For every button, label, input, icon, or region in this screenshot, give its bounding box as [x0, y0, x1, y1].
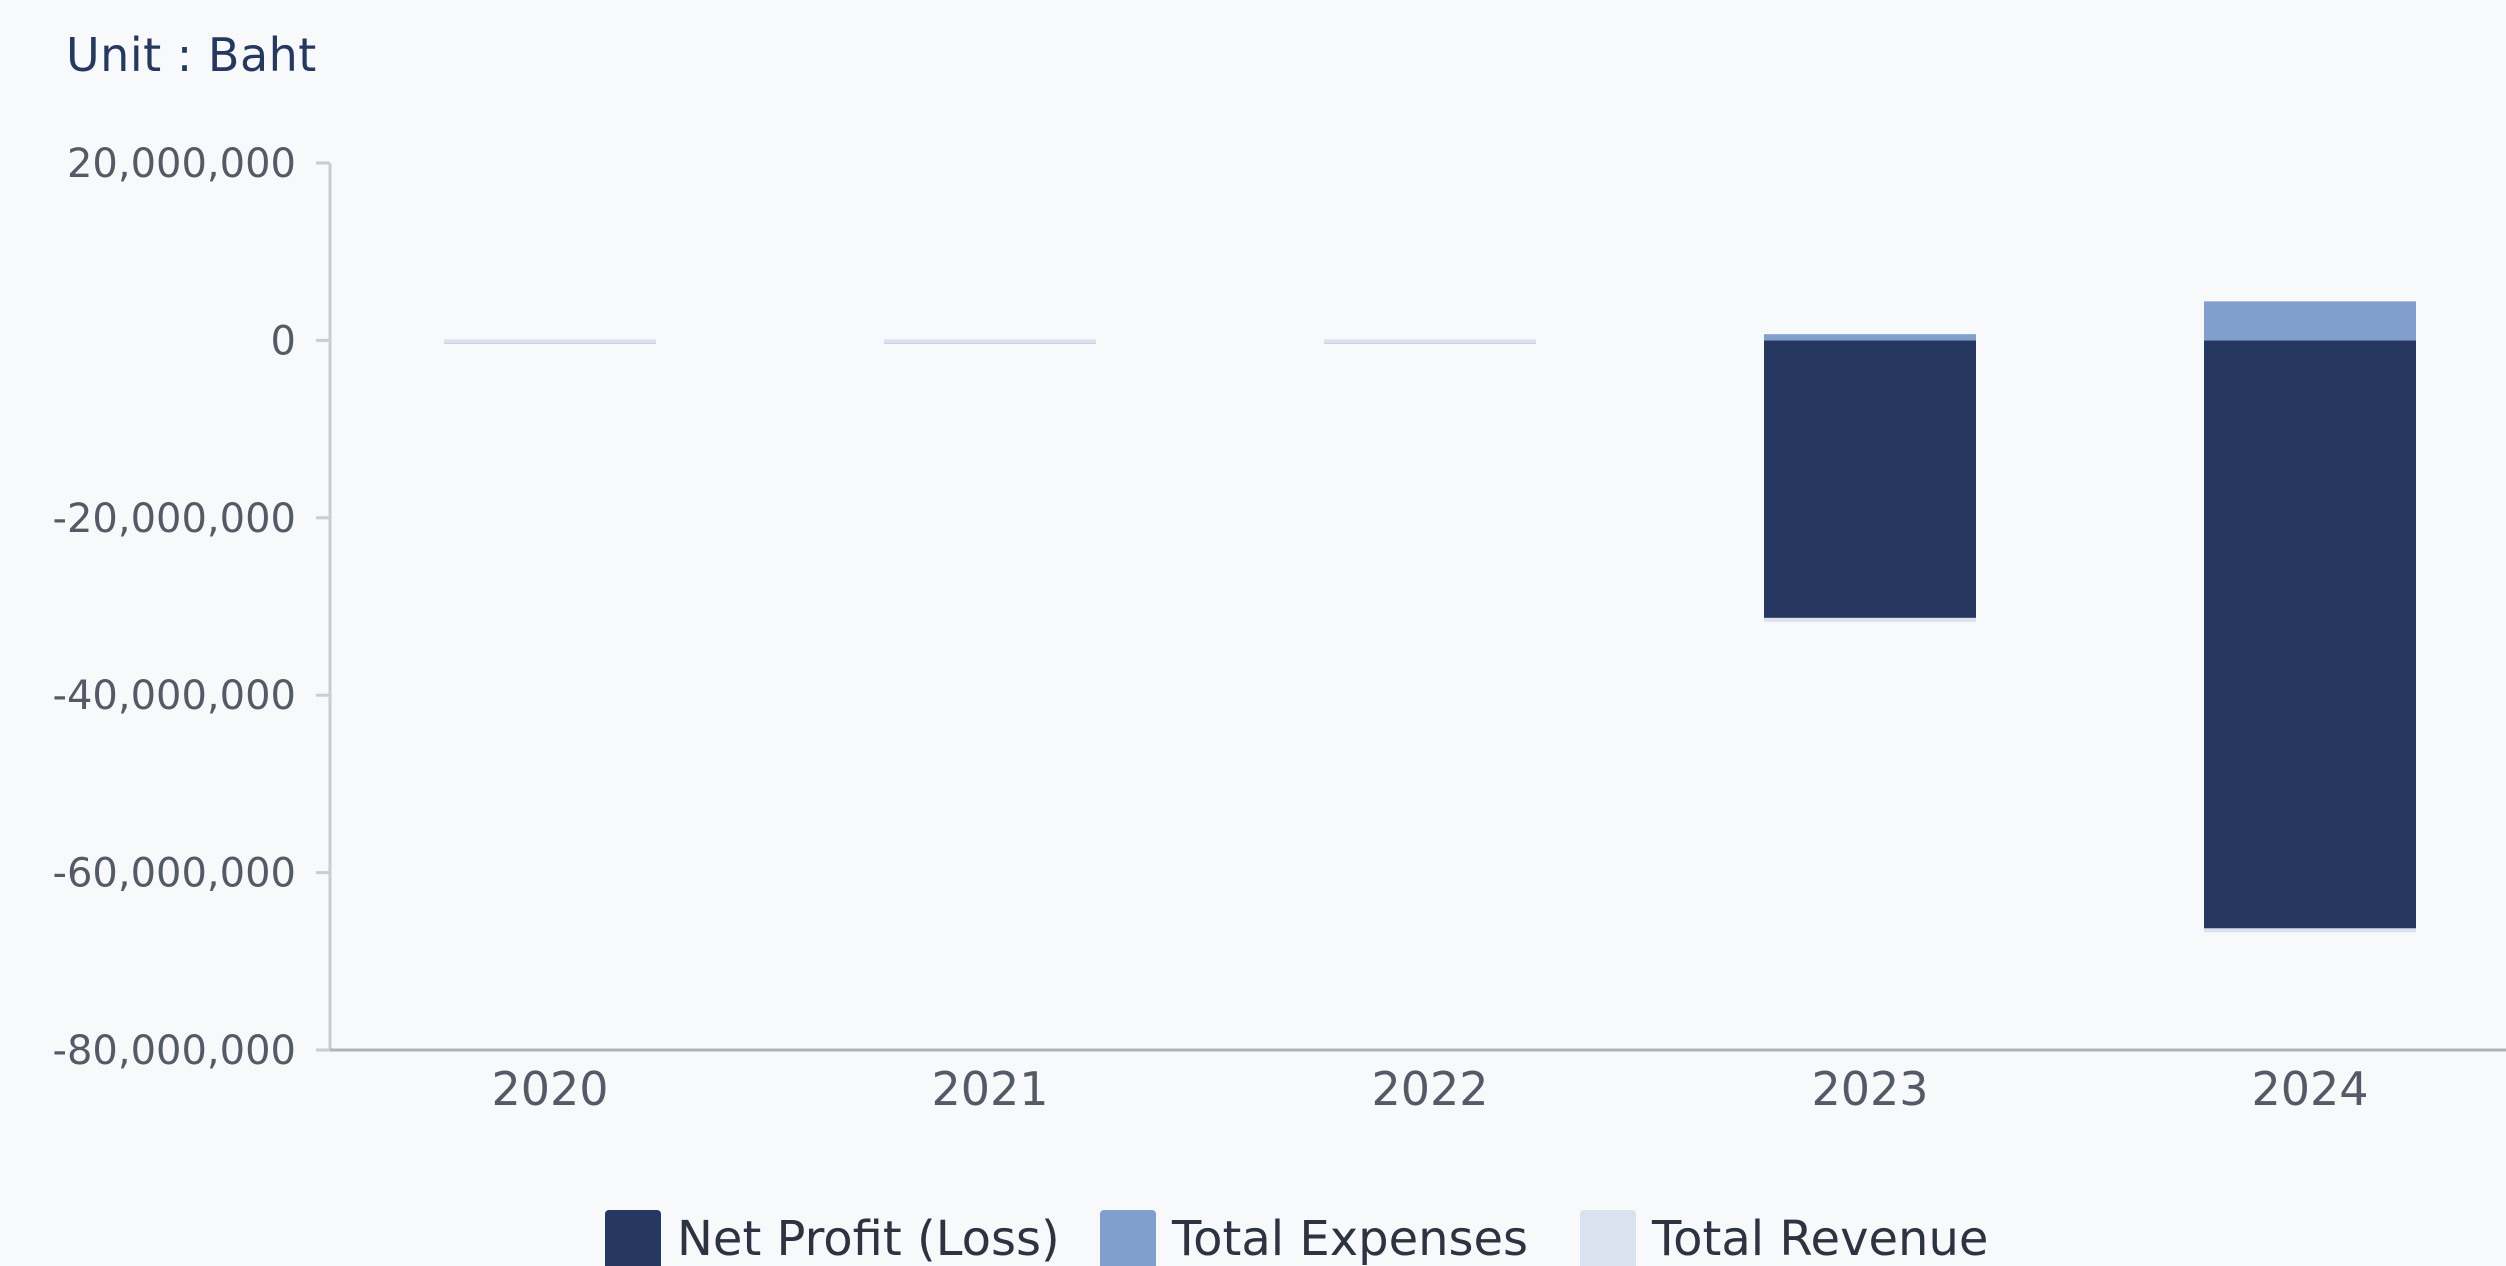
legend-swatch: [605, 1210, 661, 1266]
y-axis-ticks: 20,000,000 0 -20,000,000 -40,000,000 -60,000…: [53, 141, 330, 1074]
legend-swatch: [1580, 1210, 1636, 1266]
unit-label: Unit : Baht: [66, 28, 317, 82]
bar-net-profit-loss--2024: [2204, 340, 2416, 931]
bar-bottom-edge-2020: [444, 339, 656, 344]
y-tick-label: -60,000,000: [53, 851, 296, 897]
x-tick-label-2020: 2020: [491, 1062, 608, 1116]
bar-bottom-edge-2021: [884, 339, 1096, 344]
legend-item-total-revenue[interactable]: Total Revenue: [1580, 1210, 1988, 1266]
legend[interactable]: Net Profit (Loss) Total Expenses Total Rev…: [605, 1210, 1988, 1266]
y-tick-label: -80,000,000: [53, 1028, 296, 1074]
legend-label: Net Profit (Loss): [677, 1211, 1060, 1266]
x-axis-ticks: 2020 2021 2022 2023 2024: [491, 1062, 2368, 1116]
x-tick-label-2023: 2023: [1811, 1062, 1928, 1116]
bar-bottom-edge-2023: [1764, 617, 1976, 622]
bars: [444, 301, 2416, 933]
y-tick-label: -20,000,000: [53, 496, 296, 542]
legend-swatch: [1100, 1210, 1156, 1266]
bar-total-expenses-2023: [1764, 334, 1976, 341]
x-tick-label-2024: 2024: [2251, 1062, 2368, 1116]
bar-net-profit-loss--2023: [1764, 340, 1976, 620]
y-tick-label: 0: [271, 318, 296, 364]
legend-label: Total Revenue: [1651, 1211, 1988, 1266]
axes: [328, 163, 2506, 1052]
x-tick-label-2021: 2021: [931, 1062, 1048, 1116]
y-tick-label: 20,000,000: [67, 141, 296, 187]
legend-item-total-expenses[interactable]: Total Expenses: [1100, 1210, 1528, 1266]
legend-item-net-profit-loss-[interactable]: Net Profit (Loss): [605, 1210, 1060, 1266]
bar-total-expenses-2024: [2204, 301, 2416, 341]
bar-bottom-edge-2022: [1324, 339, 1536, 344]
legend-label: Total Expenses: [1171, 1211, 1528, 1266]
y-tick-label: -40,000,000: [53, 673, 296, 719]
bar-bottom-edge-2024: [2204, 928, 2416, 933]
x-tick-label-2022: 2022: [1371, 1062, 1488, 1116]
